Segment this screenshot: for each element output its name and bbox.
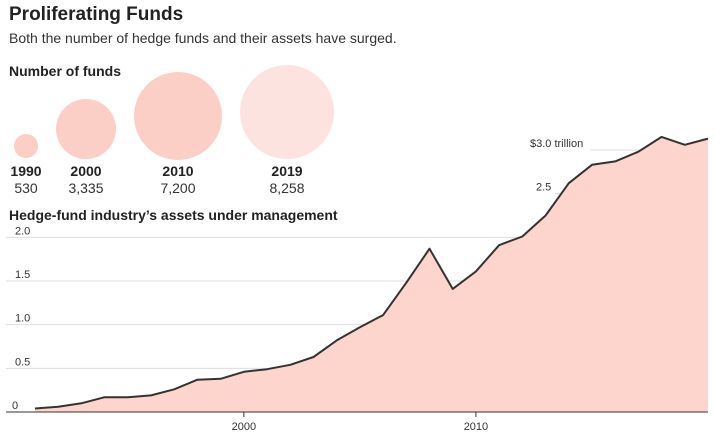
data-point (684, 144, 685, 145)
data-point (197, 379, 198, 380)
bubble-year-label: 2019 (271, 163, 303, 179)
funds-section-title: Number of funds (9, 63, 121, 79)
area-fill (35, 136, 708, 412)
bubble-2019 (240, 65, 334, 159)
chart-title: Proliferating Funds (9, 4, 184, 25)
series-line (34, 135, 709, 410)
bubble-count-label: 530 (14, 180, 38, 196)
data-point (220, 378, 221, 379)
data-point (290, 364, 291, 365)
data-point (708, 138, 709, 139)
bubble-2000 (56, 99, 116, 159)
y-tick-label: $3.0 trillion (530, 138, 583, 150)
data-point (336, 340, 337, 341)
data-point (592, 164, 593, 165)
y-tick-label: 0.5 (15, 356, 30, 368)
data-point (661, 136, 662, 137)
data-point (104, 397, 105, 398)
data-point (313, 357, 314, 358)
data-point (452, 288, 453, 289)
bubble-year-label: 1990 (10, 163, 42, 179)
data-point (615, 161, 616, 162)
data-point (267, 369, 268, 370)
data-point (151, 395, 152, 396)
data-point (522, 236, 523, 237)
data-point (359, 327, 360, 328)
assets-section-title: Hedge-fund industry’s assets under manag… (9, 207, 338, 223)
bubble-count-label: 7,200 (160, 180, 196, 196)
data-point (638, 151, 639, 152)
data-point (568, 183, 569, 184)
data-point (35, 408, 36, 409)
bubble-1990 (14, 134, 38, 158)
data-point (174, 389, 175, 390)
chart-subtitle: Both the number of hedge funds and their… (9, 30, 397, 46)
data-point (243, 371, 244, 372)
y-tick-label: 1.0 (15, 313, 30, 325)
data-point (545, 215, 546, 216)
x-tick-label: 2000 (232, 421, 256, 433)
y-tick-label: 2.0 (15, 225, 30, 237)
data-point (429, 248, 430, 249)
data-point (383, 315, 384, 316)
data-point (81, 403, 82, 404)
bubble-count-label: 3,335 (68, 180, 104, 196)
data-point (127, 397, 128, 398)
bubble-2010 (134, 72, 222, 160)
data-point (499, 245, 500, 246)
bubble-count-label: 8,258 (269, 180, 305, 196)
bubble-year-label: 2010 (162, 163, 194, 179)
y-tick-label: 2.5 (536, 182, 551, 194)
data-point (475, 271, 476, 272)
y-tick-label: 0 (12, 400, 18, 412)
data-point (406, 282, 407, 283)
x-tick-label: 2010 (464, 421, 488, 433)
data-point (58, 406, 59, 407)
y-tick-label: 1.5 (15, 269, 30, 281)
bubble-year-label: 2000 (70, 163, 102, 179)
